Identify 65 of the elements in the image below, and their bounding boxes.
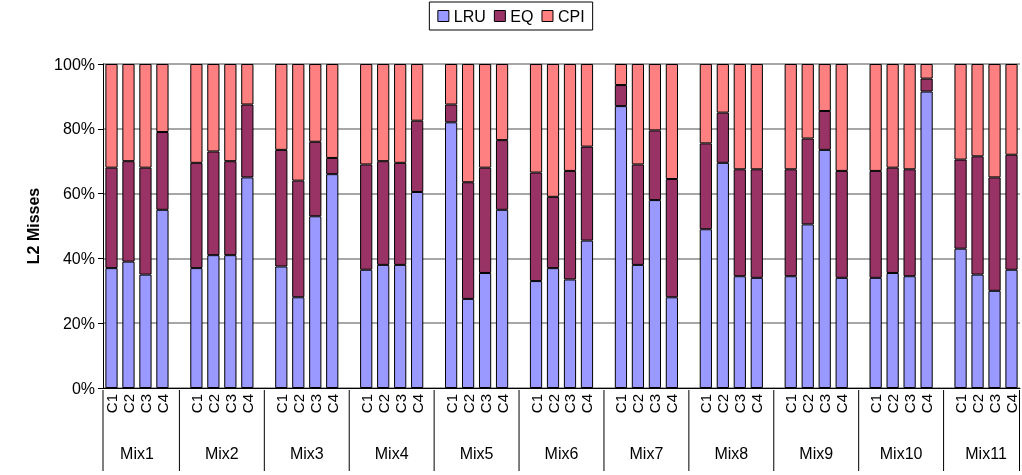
x-tick-label: C2	[374, 394, 392, 414]
x-tick-label: C2	[204, 394, 222, 414]
x-tick-label: C2	[544, 394, 562, 414]
y-tick-label: 0%	[71, 379, 95, 397]
y-tick-label: 100%	[54, 55, 95, 73]
x-tick-label: C1	[442, 394, 460, 414]
text: Mix9	[799, 444, 834, 462]
x-tick-label: C3	[391, 394, 409, 414]
x-tick-label: C2	[799, 394, 817, 414]
text: Mix10	[879, 444, 923, 462]
x-tick-label: C4	[153, 394, 171, 414]
x-tick-label: C2	[459, 394, 477, 414]
x-tick-label: C4	[238, 394, 256, 414]
x-tick-label: C1	[272, 394, 290, 414]
x-tick-label: C3	[221, 394, 239, 414]
y-tick-label: 40%	[62, 249, 95, 267]
legend-label: EQ	[510, 7, 534, 25]
x-tick-label: C4	[833, 394, 851, 414]
y-tick-label: 60%	[62, 185, 95, 203]
text: Mix1	[120, 444, 154, 462]
text: Mix2	[204, 444, 239, 462]
x-tick-label: C1	[102, 394, 120, 414]
x-tick-label: C2	[969, 394, 987, 414]
x-tick-label: C3	[731, 394, 749, 414]
text: Mix8	[714, 444, 749, 462]
text: Mix4	[374, 444, 409, 462]
x-tick-label: C3	[561, 394, 579, 414]
x-tick-label: C3	[816, 394, 834, 414]
x-tick-label: C3	[986, 394, 1004, 414]
x-tick-label: C2	[119, 394, 137, 414]
x-tick-label: C3	[476, 394, 494, 414]
x-tick-label: C2	[884, 394, 902, 414]
x-tick-label: C4	[493, 394, 511, 414]
x-tick-label: C1	[357, 394, 375, 414]
y-tick-label: 20%	[62, 314, 95, 332]
text: Mix6	[544, 444, 579, 462]
x-tick-label: C3	[306, 394, 324, 414]
text: Mix3	[289, 444, 324, 462]
x-tick-label: C3	[136, 394, 154, 414]
x-tick-label: C2	[289, 394, 307, 414]
x-tick-label: C4	[918, 394, 936, 414]
text: Mix11	[965, 444, 1007, 462]
x-tick-label: C4	[748, 394, 766, 414]
x-tick-label: C1	[697, 394, 715, 414]
legend-label: CPI	[557, 7, 585, 25]
x-tick-label: C4	[323, 394, 341, 414]
x-tick-label: C2	[714, 394, 732, 414]
x-tick-label: C1	[952, 394, 970, 414]
legend-label: LRU	[453, 7, 486, 25]
x-tick-label: C2	[629, 394, 647, 414]
x-tick-label: C4	[578, 394, 596, 414]
x-tick-label: C1	[782, 394, 800, 414]
text: Mix5	[459, 444, 494, 462]
x-tick-label: C1	[527, 394, 545, 414]
x-tick-label: C4	[1003, 394, 1021, 414]
x-tick-label: C1	[867, 394, 885, 414]
x-tick-label: C4	[663, 394, 681, 414]
text: Mix7	[629, 444, 664, 462]
y-axis-title: L2 Misses	[24, 187, 42, 265]
x-tick-label: C1	[187, 394, 205, 414]
x-tick-label: C4	[408, 394, 426, 414]
x-tick-label: C3	[646, 394, 664, 414]
x-tick-label: C1	[612, 394, 630, 414]
x-tick-label: C3	[901, 394, 919, 414]
y-tick-label: 80%	[62, 120, 95, 138]
